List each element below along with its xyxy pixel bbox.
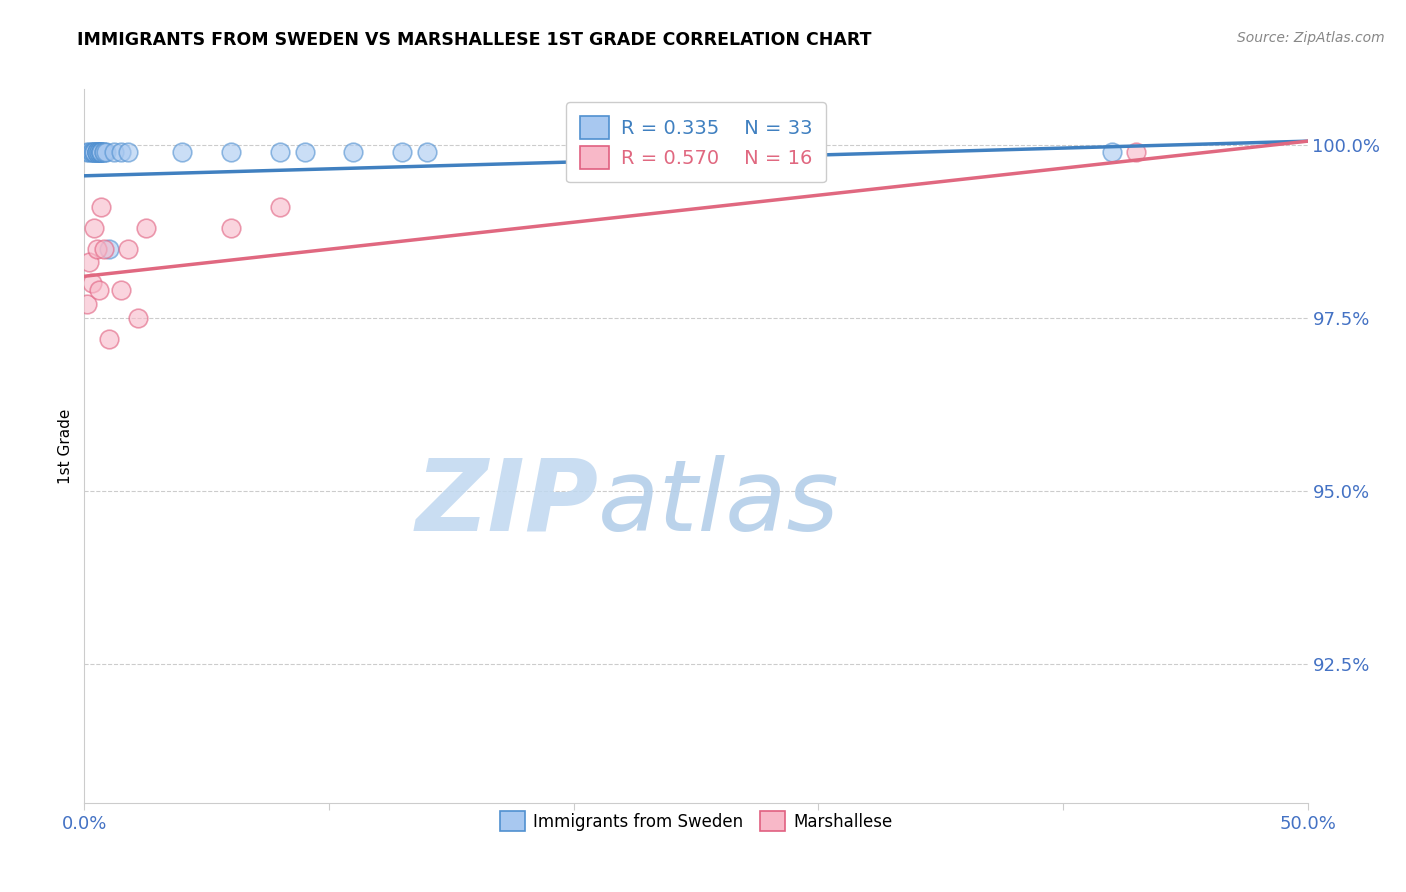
Point: [83, 145, 105, 159]
Point: [90, 145, 112, 159]
Point: [76, 297, 98, 311]
Point: [86, 145, 108, 159]
Point: [93, 145, 115, 159]
Point: [86, 145, 108, 159]
Point: [219, 145, 242, 159]
Point: [80, 145, 103, 159]
Point: [1101, 145, 1123, 159]
Point: [117, 242, 139, 256]
Point: [87, 145, 110, 159]
Point: [110, 145, 132, 159]
Point: [90, 200, 112, 214]
Point: [416, 145, 439, 159]
Point: [83, 220, 105, 235]
Point: [90, 145, 112, 159]
Point: [93, 242, 115, 256]
Point: [77, 255, 100, 269]
Point: [97, 332, 120, 346]
Point: [269, 145, 291, 159]
Point: [97, 242, 120, 256]
Point: [86, 145, 108, 159]
Point: [219, 220, 242, 235]
Point: [90, 145, 112, 159]
Point: [117, 145, 139, 159]
Point: [77, 145, 100, 159]
Point: [87, 145, 110, 159]
Point: [76, 145, 98, 159]
Point: [1125, 145, 1147, 159]
Point: [294, 145, 316, 159]
Text: IMMIGRANTS FROM SWEDEN VS MARSHALLESE 1ST GRADE CORRELATION CHART: IMMIGRANTS FROM SWEDEN VS MARSHALLESE 1S…: [77, 31, 872, 49]
Point: [96, 145, 118, 159]
Point: [80, 145, 103, 159]
Text: Source: ZipAtlas.com: Source: ZipAtlas.com: [1237, 31, 1385, 45]
Point: [86, 242, 108, 256]
Point: [90, 145, 112, 159]
Legend: Immigrants from Sweden, Marshallese: Immigrants from Sweden, Marshallese: [494, 805, 898, 838]
Point: [80, 276, 103, 290]
Point: [87, 283, 110, 297]
Point: [172, 145, 194, 159]
Point: [87, 145, 110, 159]
Point: [83, 145, 105, 159]
Point: [86, 145, 108, 159]
Point: [93, 145, 115, 159]
Point: [127, 310, 149, 325]
Text: atlas: atlas: [598, 455, 839, 551]
Point: [103, 145, 125, 159]
Text: ZIP: ZIP: [415, 455, 598, 551]
Y-axis label: 1st Grade: 1st Grade: [58, 409, 73, 483]
Point: [110, 283, 132, 297]
Point: [342, 145, 364, 159]
Point: [269, 200, 291, 214]
Point: [83, 145, 105, 159]
Point: [135, 220, 157, 235]
Point: [391, 145, 413, 159]
